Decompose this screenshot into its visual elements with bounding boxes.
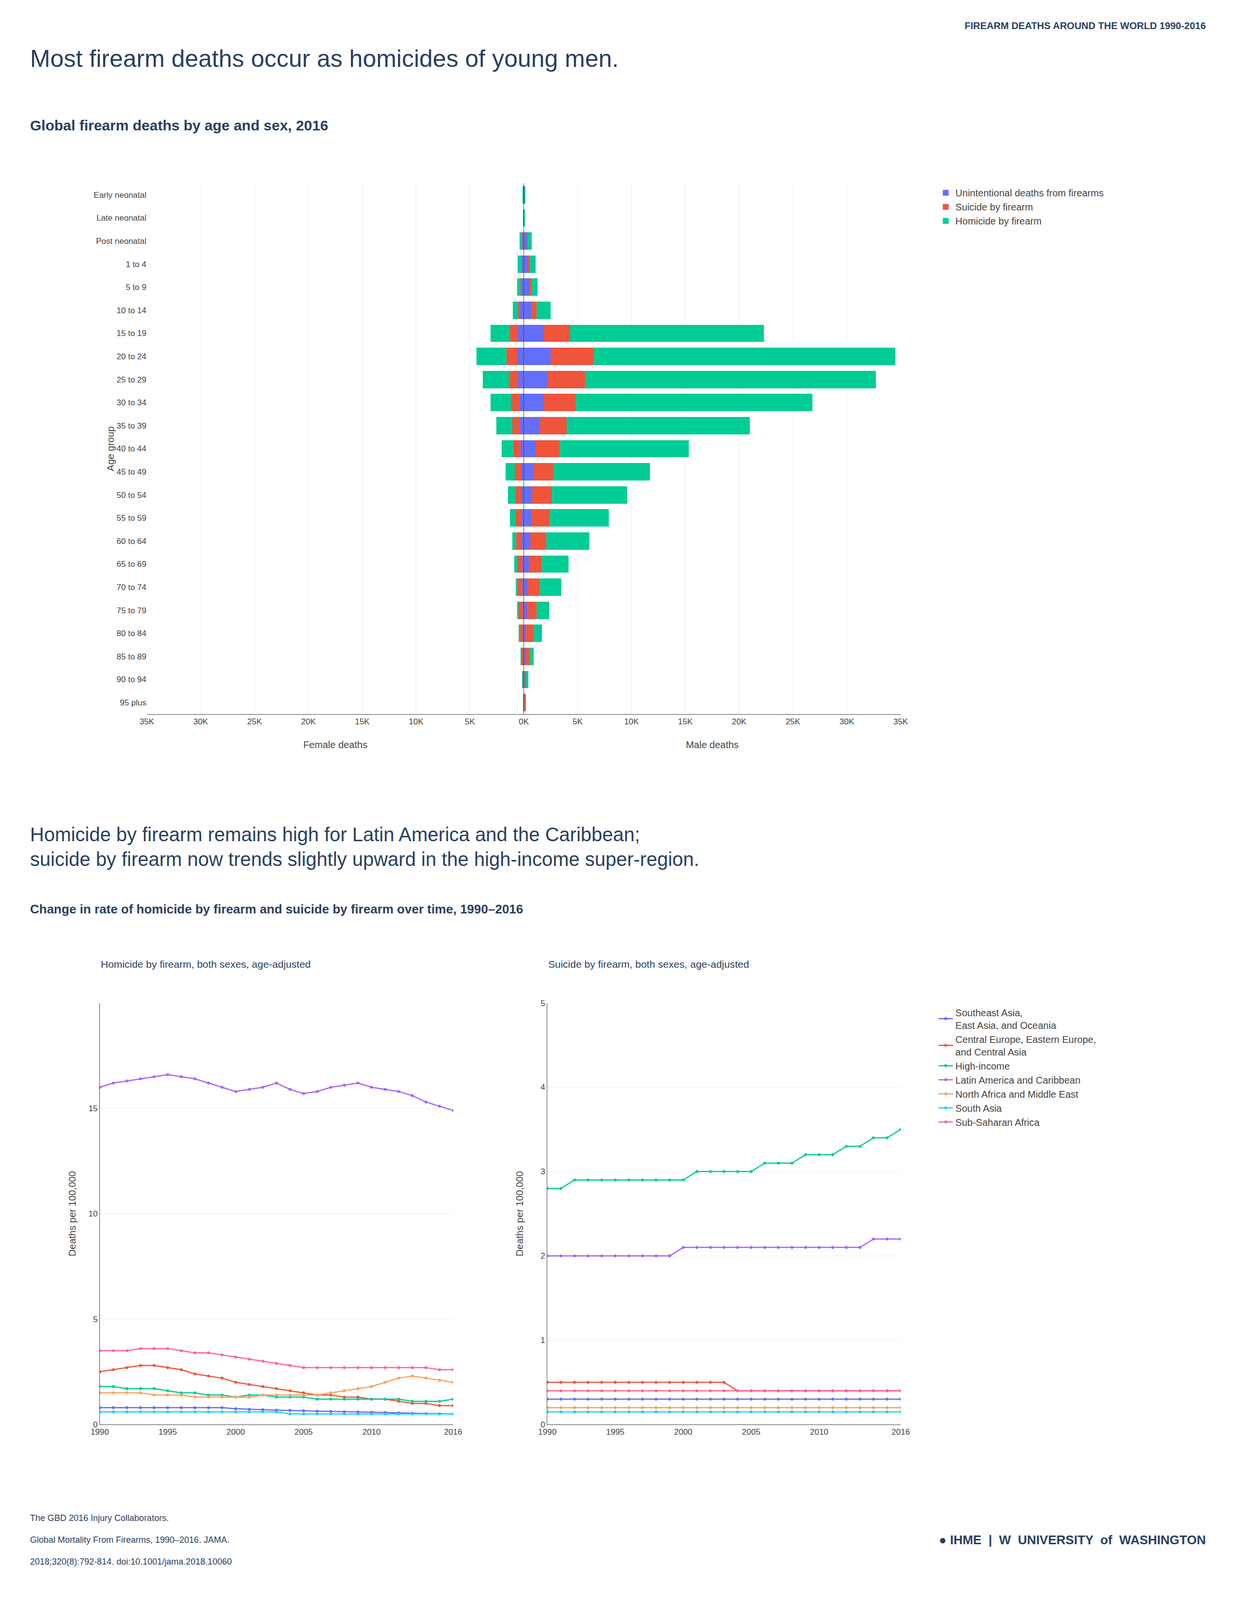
svg-text:25K: 25K [247,716,263,727]
svg-text:80 to 84: 80 to 84 [116,628,147,638]
svg-text:10 to 14: 10 to 14 [116,305,147,316]
svg-text:Homicide by firearm, both sexe: Homicide by firearm, both sexes, age-adj… [100,958,311,970]
svg-text:5K: 5K [572,716,583,727]
svg-text:5 to 9: 5 to 9 [125,282,147,292]
svg-text:Central Europe, Eastern Europe: Central Europe, Eastern Europe,and Centr… [955,1033,1096,1058]
svg-text:20K: 20K [731,716,747,727]
svg-text:60 to 64: 60 to 64 [116,536,147,546]
svg-text:Late neonatal: Late neonatal [96,213,147,223]
svg-text:30K: 30K [839,716,855,727]
svg-text:70 to 74: 70 to 74 [116,582,147,592]
svg-text:2016: 2016 [443,1426,463,1437]
svg-text:Unintentional deaths from fire: Unintentional deaths from firearms [955,187,1104,199]
svg-text:The GBD 2016 Injury Collaborat: The GBD 2016 Injury Collaborators. [30,1512,169,1523]
svg-text:Homicide by firearm remains hi: Homicide by firearm remains high for Lat… [30,823,640,845]
svg-text:75 to 79: 75 to 79 [116,605,147,616]
svg-text:● IHME | W UNIVERSITY of: ● IHME | W UNIVERSITY of WASHINGTON [938,1532,1206,1547]
svg-text:5K: 5K [464,716,476,727]
svg-text:Male deaths: Male deaths [685,739,739,750]
svg-text:2016: 2016 [891,1426,910,1437]
svg-text:Deaths per 100,000: Deaths per 100,000 [66,1170,78,1256]
svg-text:South Asia: South Asia [955,1102,1003,1114]
svg-text:2: 2 [540,1251,545,1261]
svg-text:Global Mortality From Firearms: Global Mortality From Firearms, 1990–201… [30,1534,230,1545]
svg-text:2000: 2000 [674,1426,693,1437]
svg-text:5: 5 [540,998,545,1008]
svg-text:5: 5 [93,1314,98,1324]
svg-text:2005: 2005 [294,1426,313,1437]
svg-text:Sub-Saharan Africa: Sub-Saharan Africa [955,1116,1040,1128]
svg-text:2018;320(8):792-814. doi:10.10: 2018;320(8):792-814. doi:10.1001/jama.20… [30,1556,232,1567]
svg-text:2010: 2010 [362,1426,381,1437]
svg-text:0: 0 [540,1419,545,1429]
svg-text:90 to 94: 90 to 94 [116,674,147,684]
svg-text:10K: 10K [408,716,424,727]
svg-text:Latin America and Caribbean: Latin America and Caribbean [955,1074,1081,1086]
svg-text:3: 3 [540,1166,545,1176]
svg-text:Suicide by firearm, both sexes: Suicide by firearm, both sexes, age-adju… [548,958,749,970]
svg-text:25 to 29: 25 to 29 [116,375,147,385]
svg-text:15K: 15K [678,716,694,727]
svg-text:50 to 54: 50 to 54 [116,490,147,500]
svg-text:85 to 89: 85 to 89 [116,651,147,662]
svg-text:Suicide by firearm: Suicide by firearm [955,201,1033,213]
svg-text:Age group: Age group [105,426,116,471]
svg-text:35 to 39: 35 to 39 [116,421,147,431]
svg-text:High-income: High-income [955,1060,1010,1072]
svg-text:10: 10 [88,1208,98,1219]
svg-text:35K: 35K [893,716,909,727]
svg-text:Homicide by firearm: Homicide by firearm [955,215,1042,227]
svg-text:1 to 4: 1 to 4 [125,259,147,270]
svg-text:20 to 24: 20 to 24 [116,351,147,362]
svg-text:95 plus: 95 plus [119,697,147,708]
svg-text:Early neonatal: Early neonatal [93,190,147,200]
svg-text:65 to 69: 65 to 69 [116,559,147,569]
svg-text:Most firearm deaths occur as h: Most firearm deaths occur as homicides o… [30,45,619,73]
svg-text:1995: 1995 [158,1426,177,1437]
svg-text:Change in rate of homicide by: Change in rate of homicide by firearm an… [30,901,523,917]
svg-text:FIREARM DEATHS AROUND THE WORL: FIREARM DEATHS AROUND THE WORLD 1990-201… [964,20,1206,32]
svg-text:25K: 25K [785,716,801,727]
svg-text:1: 1 [540,1335,545,1345]
svg-text:15K: 15K [354,716,370,727]
svg-text:North Africa and Middle East: North Africa and Middle East [955,1088,1079,1100]
svg-text:suicide by firearm now trends: suicide by firearm now trends slightly u… [30,848,700,870]
svg-text:Global firearm deaths by age a: Global firearm deaths by age and sex, 20… [30,117,329,134]
svg-text:1990: 1990 [538,1426,557,1437]
svg-text:20K: 20K [301,716,317,727]
svg-text:45 to 49: 45 to 49 [116,467,147,477]
svg-text:2010: 2010 [809,1426,829,1437]
svg-text:Post neonatal: Post neonatal [95,236,147,246]
svg-text:30 to 34: 30 to 34 [116,397,147,408]
svg-text:1990: 1990 [90,1426,110,1437]
svg-text:0K: 0K [518,716,529,727]
svg-text:55 to 59: 55 to 59 [116,513,147,523]
svg-text:15 to 19: 15 to 19 [116,328,147,338]
svg-text:1995: 1995 [605,1426,625,1437]
svg-text:30K: 30K [193,716,209,727]
svg-text:35K: 35K [139,716,155,727]
svg-text:Female deaths: Female deaths [303,739,368,750]
svg-text:4: 4 [540,1082,545,1092]
svg-text:Southeast Asia,East Asia, and: Southeast Asia,East Asia, and Oceania [955,1007,1057,1031]
svg-text:2000: 2000 [226,1426,245,1437]
svg-text:2005: 2005 [742,1426,761,1437]
svg-text:15: 15 [88,1103,98,1113]
svg-text:0: 0 [93,1419,98,1429]
svg-text:40 to 44: 40 to 44 [116,443,147,454]
svg-text:10K: 10K [624,716,640,727]
svg-text:Deaths per 100,000: Deaths per 100,000 [514,1170,525,1256]
